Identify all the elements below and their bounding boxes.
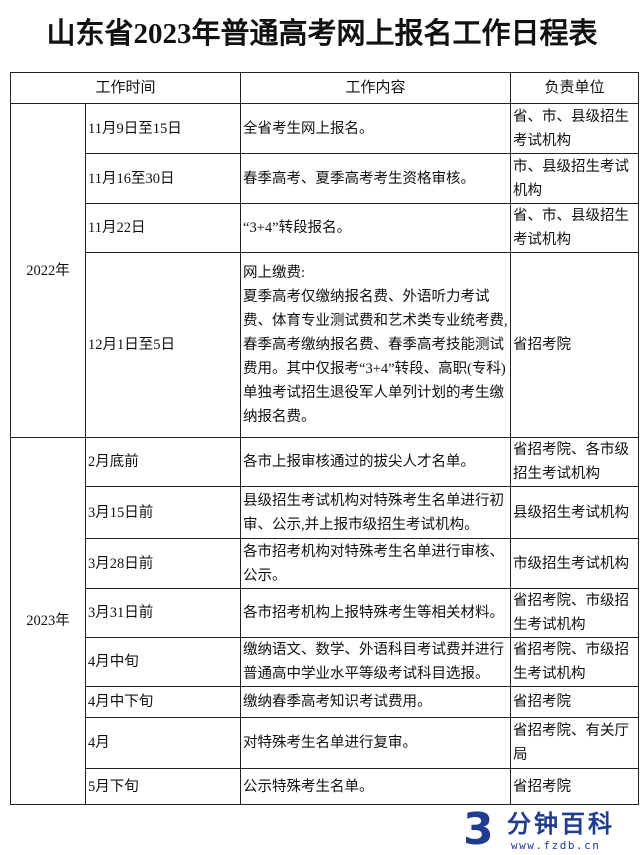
content-cell: 缴纳春季高考知识考试费用。 — [240, 686, 512, 718]
time-cell: 4月中下旬 — [84, 686, 242, 718]
table-row: 11月16至30日 春季高考、夏季高考考生资格审核。 市、县级招生考试机构 — [11, 153, 640, 204]
table-row: 4月中旬 缴纳语文、数学、外语科目考试费并进行普通高中学业水平等级考试科目选报。省… — [11, 637, 640, 687]
watermark-url: www.fzdb.cn — [511, 839, 601, 852]
time-cell: 11月22日 — [84, 203, 242, 253]
header-unit: 负责单位 — [510, 72, 640, 104]
time-cell: 5月下旬 — [84, 768, 242, 805]
table-row: 5月下旬 公示特殊考生名单。 省招考院 — [11, 768, 640, 805]
unit-cell: 省招考院 — [510, 252, 640, 438]
year-cell: 2023年 — [10, 437, 86, 805]
table-row: 3月28日前 各市招考机构对特殊考生名单进行审核、公示。 市级招生考试机构 — [11, 538, 640, 589]
time-cell: 2月底前 — [84, 437, 242, 487]
unit-cell: 省招考院、市级招生考试机构 — [510, 588, 640, 638]
table-row: 2022年 11月9日至15日 全省考生网上报名。 省、市、县级招生考试机构 — [10, 103, 640, 438]
content-cell: 对特殊考生名单进行复审。 — [240, 717, 512, 769]
content-cell: 春季高考、夏季高考考生资格审核。 — [240, 153, 512, 204]
page-title: 山东省2023年普通高考网上报名工作日程表 — [46, 18, 598, 50]
header-content: 工作内容 — [240, 72, 512, 104]
time-cell: 4月中旬 — [84, 637, 242, 687]
table-row: 4月中下旬 缴纳春季高考知识考试费用。 省招考院 — [11, 686, 640, 718]
watermark-name: 分钟百科 — [507, 810, 615, 838]
unit-cell: 省招考院 — [510, 768, 640, 805]
time-cell: 3月28日前 — [84, 538, 242, 589]
content-cell: 网上缴费: 夏季高考仅缴纳报名费、外语听力考试费、体育专业测试费和艺术类专业统考… — [240, 252, 512, 438]
table-row: 2023年 2月底前 各市上报审核通过的拔尖人才名单。 省招考院、各市级招生考试机构 — [10, 437, 640, 805]
watermark-logo: 3 分钟百科 www.fzdb.cn — [455, 806, 640, 855]
unit-cell: 省、市、县级招生考试机构 — [510, 103, 640, 154]
unit-cell: 省招考院、市级招生考试机构 — [510, 637, 640, 687]
table-body: 2022年 11月9日至15日 全省考生网上报名。 省、市、县级招生考试机构 11月16… — [10, 103, 640, 805]
content-cell: 公示特殊考生名单。 — [240, 768, 512, 805]
content-cell: 全省考生网上报名。 — [240, 103, 512, 154]
time-cell: 4月 — [84, 717, 242, 769]
unit-cell: 省招考院、各市级招生考试机构 — [510, 437, 640, 487]
unit-cell: 省、市、县级招生考试机构 — [510, 203, 640, 253]
unit-cell: 省招考院、有关厅局 — [510, 717, 640, 769]
content-cell: “3+4”转段报名。 — [240, 203, 512, 253]
table-row: 11月22日 “3+4”转段报名。 省、市、县级招生考试机构 — [11, 203, 640, 253]
table-row: 12月1日至5日 网上缴费: 夏季高考仅缴纳报名费、外语听力考试费、体育专业测试费… — [11, 252, 640, 438]
unit-cell: 市、县级招生考试机构 — [510, 153, 640, 204]
time-cell: 12月1日至5日 — [84, 252, 242, 438]
year-cell: 2022年 — [10, 103, 86, 438]
time-cell: 11月16至30日 — [84, 153, 242, 204]
content-cell: 各市招考机构上报特殊考生等相关材料。 — [240, 588, 512, 638]
time-cell: 3月31日前 — [84, 588, 242, 638]
schedule-table: 工作时间 工作内容 负责单位 2022年 11月9日至15日 全省考生网上报名。 省、… — [9, 72, 640, 805]
table-row: 3月15日前 县级招生考试机构对特殊考生名单进行初审、公示,并上报市级招生考试机构… — [11, 486, 640, 539]
time-cell: 3月15日前 — [84, 486, 242, 539]
logo-icon: 3 — [463, 804, 494, 855]
content-cell: 县级招生考试机构对特殊考生名单进行初审、公示,并上报市级招生考试机构。 — [240, 486, 512, 539]
table-header-row: 工作时间 工作内容 负责单位 — [9, 72, 640, 104]
unit-cell: 县级招生考试机构 — [510, 486, 640, 539]
content-cell: 缴纳语文、数学、外语科目考试费并进行普通高中学业水平等级考试科目选报。 — [240, 637, 512, 687]
unit-cell: 市级招生考试机构 — [510, 538, 640, 589]
table-row: 4月 对特殊考生名单进行复审。 省招考院、有关厅局 — [11, 717, 640, 769]
table-row: 3月31日前 各市招考机构上报特殊考生等相关材料。 省招考院、市级招生考试机构 — [11, 588, 640, 638]
unit-cell: 省招考院 — [510, 686, 640, 718]
content-cell: 各市招考机构对特殊考生名单进行审核、公示。 — [240, 538, 512, 589]
content-cell: 各市上报审核通过的拔尖人才名单。 — [240, 437, 512, 487]
header-time: 工作时间 — [9, 72, 242, 104]
time-cell: 11月9日至15日 — [84, 103, 242, 154]
